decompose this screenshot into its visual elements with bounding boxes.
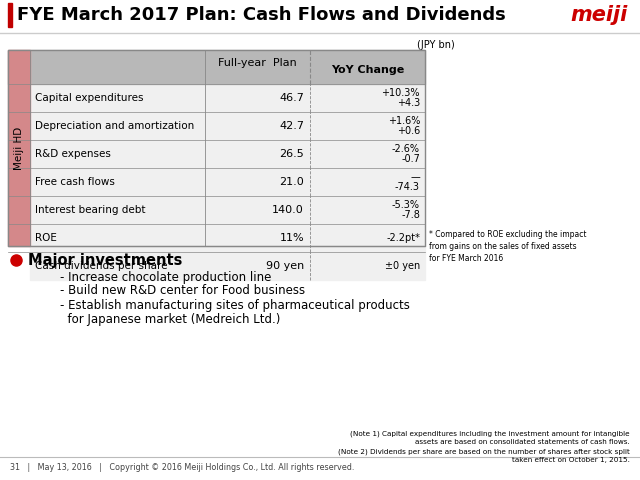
Bar <box>30 112 425 140</box>
Text: ±0 yen: ±0 yen <box>385 261 420 271</box>
Text: -5.3%: -5.3% <box>392 200 420 210</box>
Text: ROE: ROE <box>35 233 57 243</box>
Text: Depreciation and amortization: Depreciation and amortization <box>35 121 195 131</box>
Bar <box>30 140 425 168</box>
Text: 21.0: 21.0 <box>279 177 304 187</box>
Bar <box>30 252 425 280</box>
Text: 46.7: 46.7 <box>279 93 304 103</box>
Text: 31   |   May 13, 2016   |   Copyright © 2016 Meiji Holdings Co., Ltd. All rights: 31 | May 13, 2016 | Copyright © 2016 Mei… <box>10 463 355 471</box>
Bar <box>8 50 425 84</box>
Text: -7.8: -7.8 <box>401 210 420 220</box>
Text: 90 yen: 90 yen <box>266 261 304 271</box>
Text: -0.7: -0.7 <box>401 154 420 164</box>
Text: Cash dividends per share: Cash dividends per share <box>35 261 168 271</box>
Text: - Increase chocolate production line: - Increase chocolate production line <box>60 271 271 284</box>
Text: - Establish manufacturing sites of pharmaceutical products: - Establish manufacturing sites of pharm… <box>60 299 410 312</box>
Text: +1.6%: +1.6% <box>388 116 420 126</box>
Text: meiji: meiji <box>571 5 628 25</box>
Bar <box>30 84 425 112</box>
Text: Capital expenditures: Capital expenditures <box>35 93 143 103</box>
Bar <box>30 168 425 196</box>
Bar <box>30 224 425 252</box>
Text: Interest bearing debt: Interest bearing debt <box>35 205 145 215</box>
Text: Meiji HD: Meiji HD <box>14 126 24 169</box>
Bar <box>8 50 30 246</box>
Bar <box>8 3 12 27</box>
Text: +10.3%: +10.3% <box>381 88 420 98</box>
Text: assets are based on consolidated statements of cash flows.: assets are based on consolidated stateme… <box>415 439 630 445</box>
Text: 140.0: 140.0 <box>272 205 304 215</box>
Bar <box>30 196 425 224</box>
Text: -74.3: -74.3 <box>395 182 420 192</box>
Bar <box>8 50 425 246</box>
Text: taken effect on October 1, 2015.: taken effect on October 1, 2015. <box>512 457 630 463</box>
Text: -2.6%: -2.6% <box>392 144 420 154</box>
Text: Free cash flows: Free cash flows <box>35 177 115 187</box>
Text: FYE March 2017 Plan: Cash Flows and Dividends: FYE March 2017 Plan: Cash Flows and Divi… <box>17 6 506 24</box>
Text: —: — <box>410 172 420 182</box>
Text: -2.2pt*: -2.2pt* <box>386 233 420 243</box>
Text: 42.7: 42.7 <box>279 121 304 131</box>
Text: for Japanese market (Medreich Ltd.): for Japanese market (Medreich Ltd.) <box>60 312 280 325</box>
Text: +0.6: +0.6 <box>397 126 420 136</box>
Text: +4.3: +4.3 <box>397 98 420 108</box>
Text: (Note 2) Dividends per share are based on the number of shares after stock split: (Note 2) Dividends per share are based o… <box>338 449 630 455</box>
Text: (JPY bn): (JPY bn) <box>417 40 455 50</box>
Text: (Note 1) Capital expenditures including the investment amount for intangible: (Note 1) Capital expenditures including … <box>350 431 630 437</box>
Text: YoY Change: YoY Change <box>331 65 404 75</box>
Text: Full-year  Plan: Full-year Plan <box>218 58 297 68</box>
Text: 11%: 11% <box>280 233 304 243</box>
Text: 26.5: 26.5 <box>279 149 304 159</box>
Text: * Compared to ROE excluding the impact
from gains on the sales of fixed assets
f: * Compared to ROE excluding the impact f… <box>429 230 586 263</box>
Text: Major investments: Major investments <box>28 252 182 267</box>
Text: R&D expenses: R&D expenses <box>35 149 111 159</box>
Text: - Build new R&D center for Food business: - Build new R&D center for Food business <box>60 285 305 298</box>
